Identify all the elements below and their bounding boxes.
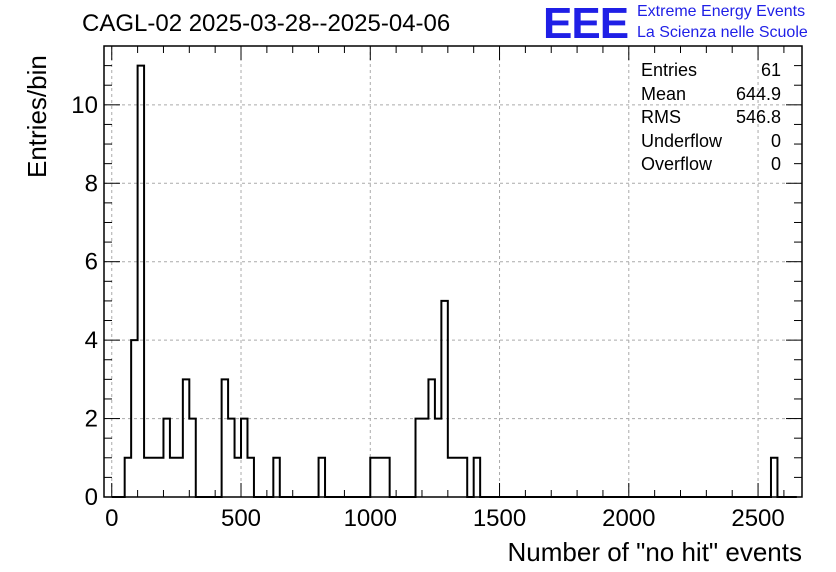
stats-key: RMS [641, 107, 681, 127]
histogram-bin [435, 419, 441, 497]
x-tick-label: 2000 [602, 505, 655, 532]
y-tick-label: 6 [85, 249, 98, 276]
stats-box: Entries 61 Mean 644.9 RMS 546.8 Underflo… [641, 59, 781, 177]
y-tick-label: 4 [85, 327, 98, 354]
histogram-bin [422, 419, 428, 497]
eee-logo: EEE [543, 0, 629, 48]
stats-value: 644.9 [735, 83, 781, 104]
histogram-bin [448, 458, 454, 497]
y-tick-label: 0 [85, 484, 98, 511]
y-tick-label: 8 [85, 170, 98, 197]
histogram-bin [157, 458, 163, 497]
stats-key: Overflow [641, 154, 713, 174]
stats-row-rms: RMS 546.8 [641, 106, 781, 130]
histogram-bin [144, 458, 150, 497]
x-tick-label: 500 [221, 505, 261, 532]
histogram-bin [151, 458, 157, 497]
chart-title: CAGL-02 2025-03-28--2025-04-06 [82, 10, 451, 37]
stats-value: 0 [770, 154, 781, 174]
stats-row-overflow: Overflow 0 [641, 153, 781, 177]
stats-key: Mean [641, 83, 687, 104]
stats-key: Underflow [641, 130, 723, 151]
stats-key: Entries [641, 60, 698, 80]
stats-row-underflow: Underflow 0 [641, 130, 781, 154]
stats-row-mean: Mean 644.9 [641, 83, 781, 107]
stats-value: 61 [760, 60, 781, 80]
stats-row-entries: Entries 61 [641, 59, 781, 83]
stats-value: 546.8 [735, 107, 781, 127]
x-tick-label: 1000 [344, 505, 397, 532]
brand-line-1: Extreme Energy Events [637, 3, 806, 20]
histogram-bin [454, 458, 460, 497]
histogram-bin [170, 458, 176, 497]
stats-value: 0 [770, 130, 781, 151]
y-axis-label: Entries/bin [22, 55, 52, 178]
x-axis-label: Number of "no hit" events [507, 537, 803, 567]
histogram-bin [377, 458, 383, 497]
y-tick-label: 10 [71, 92, 98, 119]
x-tick-label: 0 [105, 505, 118, 532]
x-tick-label: 1500 [473, 505, 526, 532]
x-tick-label: 2500 [731, 505, 784, 532]
y-tick-label: 2 [85, 406, 98, 433]
histogram-outline [111, 64, 797, 498]
plot-frame [103, 45, 803, 498]
histogram-bin [176, 458, 182, 497]
histogram-bin [235, 458, 241, 497]
brand-line-2: La Scienza nelle Scuole [637, 24, 808, 41]
